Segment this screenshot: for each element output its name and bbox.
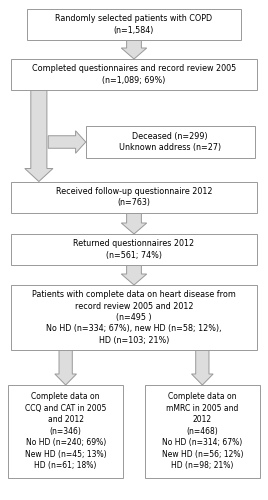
Text: Patients with complete data on heart disease from
record review 2005 and 2012
(n: Patients with complete data on heart dis…: [32, 290, 236, 345]
Text: Received follow-up questionnaire 2012
(n=763): Received follow-up questionnaire 2012 (n…: [56, 187, 212, 207]
FancyBboxPatch shape: [145, 385, 260, 478]
FancyBboxPatch shape: [11, 234, 257, 265]
FancyBboxPatch shape: [27, 9, 241, 40]
FancyBboxPatch shape: [86, 126, 255, 158]
Text: Returned questionnaires 2012
(n=561; 74%): Returned questionnaires 2012 (n=561; 74%…: [73, 240, 195, 260]
Polygon shape: [121, 265, 147, 285]
Text: Completed questionnaires and record review 2005
(n=1,089; 69%): Completed questionnaires and record revi…: [32, 64, 236, 84]
Text: Randomly selected patients with COPD
(n=1,584): Randomly selected patients with COPD (n=…: [55, 14, 213, 34]
FancyBboxPatch shape: [11, 182, 257, 212]
FancyBboxPatch shape: [11, 59, 257, 90]
Text: Complete data on
mMRC in 2005 and
2012
(n=468)
No HD (n=314; 67%)
New HD (n=56; : Complete data on mMRC in 2005 and 2012 (…: [162, 392, 243, 470]
Polygon shape: [192, 350, 213, 385]
Polygon shape: [55, 350, 76, 385]
FancyBboxPatch shape: [11, 285, 257, 350]
FancyBboxPatch shape: [8, 385, 123, 478]
Polygon shape: [121, 40, 147, 59]
Polygon shape: [25, 90, 53, 182]
Polygon shape: [121, 212, 147, 234]
Text: Deceased (n=299)
Unknown address (n=27): Deceased (n=299) Unknown address (n=27): [119, 132, 221, 152]
Polygon shape: [48, 130, 86, 153]
Text: Complete data on
CCQ and CAT in 2005
and 2012
(n=346)
No HD (n=240; 69%)
New HD : Complete data on CCQ and CAT in 2005 and…: [25, 392, 106, 470]
